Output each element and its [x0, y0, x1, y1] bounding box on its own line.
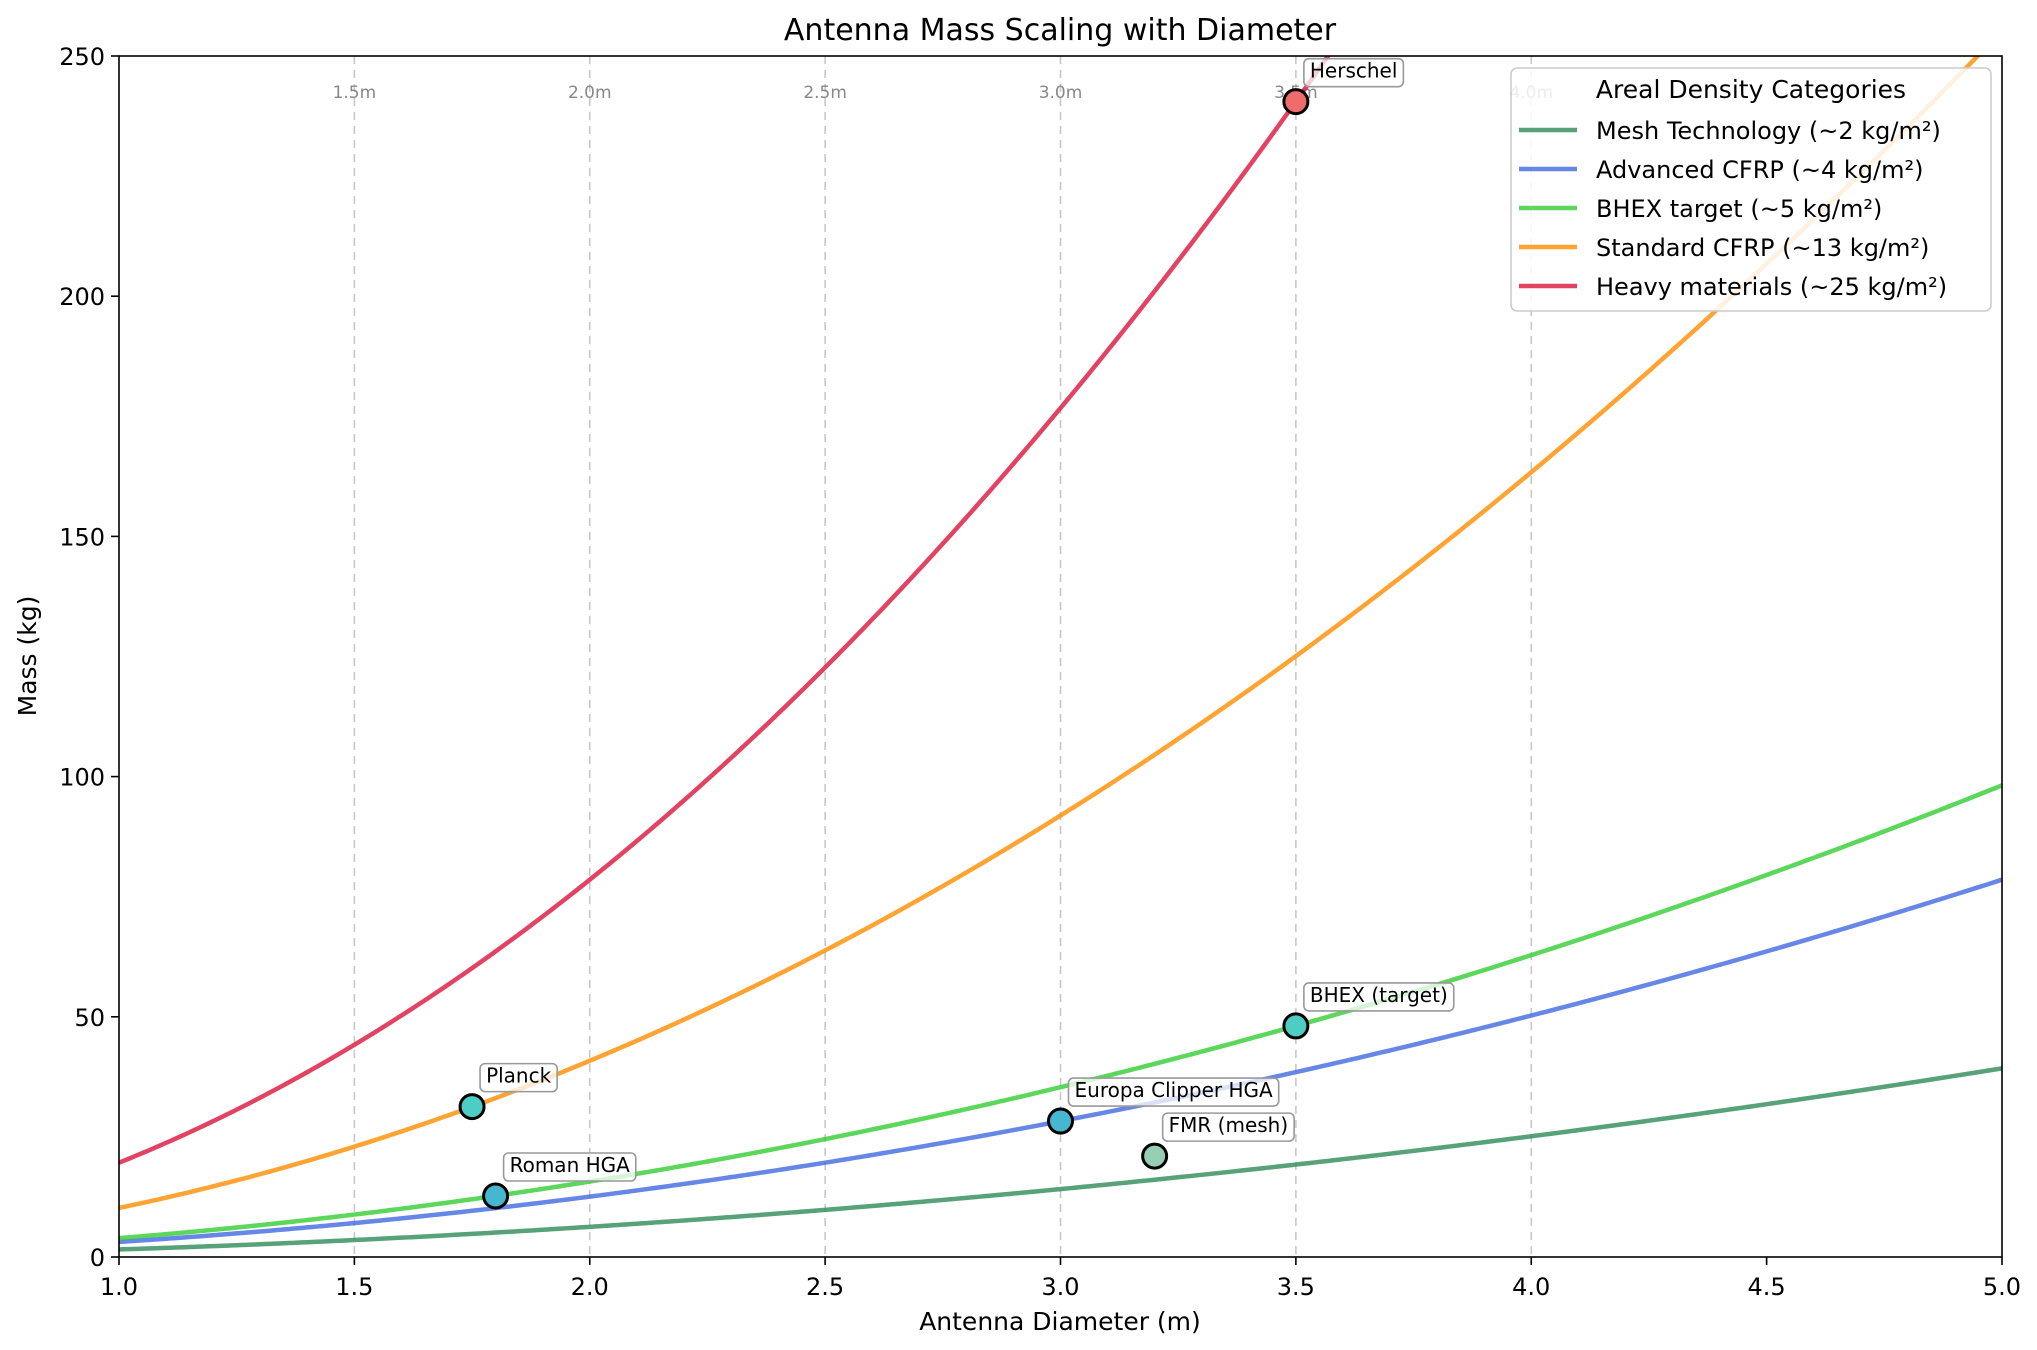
data-point: [1141, 1142, 1169, 1170]
point-label-box: [1161, 1112, 1295, 1142]
reference-line-label: 2.5m: [803, 83, 847, 103]
y-tick-label: 150: [59, 523, 105, 551]
point-label-group: Europa Clipper HGA: [1067, 1077, 1280, 1107]
point-label-group: FMR (mesh): [1161, 1112, 1295, 1142]
y-tick-label: 0: [90, 1244, 105, 1272]
chart-title: Antenna Mass Scaling with Diameter: [784, 13, 1337, 48]
data-point: [1282, 88, 1310, 116]
point-label: Herschel: [1310, 59, 1398, 83]
y-axis-label: Mass (kg): [13, 596, 42, 717]
data-point: [482, 1182, 510, 1210]
series-line: [119, 56, 1981, 1211]
x-tick-label: 4.0: [1512, 1273, 1550, 1301]
y-tick-label: 250: [59, 43, 105, 71]
data-point: [458, 1093, 486, 1121]
point-label-group: Roman HGA: [502, 1152, 637, 1182]
x-axis-label: Antenna Diameter (m): [919, 1307, 1201, 1336]
point-label-box: [1303, 982, 1455, 1012]
legend-box: [1510, 67, 1992, 312]
y-axis: 0 50 100 150 200 250: [59, 43, 119, 1272]
point-label-group: BHEX (target): [1303, 982, 1455, 1012]
series-line: [119, 1066, 2002, 1252]
point-label: Planck: [486, 1064, 552, 1088]
reference-line-label: 3.0m: [1039, 83, 1083, 103]
point-label: BHEX (target): [1310, 983, 1448, 1007]
point-label-group: Herschel: [1303, 57, 1405, 88]
y-tick-label: 100: [59, 764, 105, 792]
point-label-group: Planck: [479, 1062, 558, 1093]
point-label-box: [502, 1152, 637, 1182]
legend-entry: Standard CFRP (~13 kg/m²): [1596, 234, 1929, 262]
y-tick-label: 50: [74, 1004, 105, 1032]
legend-title: Areal Density Categories: [1596, 75, 1906, 104]
legend-entry: Mesh Technology (~2 kg/m²): [1596, 117, 1941, 145]
reference-line-label: 2.0m: [568, 83, 612, 103]
series-line: [119, 56, 1331, 1165]
legend-entry: Advanced CFRP (~4 kg/m²): [1596, 156, 1923, 184]
legend-entry: Heavy materials (~25 kg/m²): [1596, 273, 1947, 301]
data-point: [1047, 1107, 1074, 1135]
x-tick-label: 5.0: [1983, 1273, 2021, 1301]
legend-entry: BHEX target (~5 kg/m²): [1596, 195, 1882, 223]
x-tick-label: 2.5: [806, 1273, 844, 1301]
data-point: [1282, 1012, 1310, 1040]
series-line: [119, 783, 2002, 1241]
y-tick-label: 200: [59, 283, 105, 311]
point-label: FMR (mesh): [1169, 1113, 1289, 1137]
point-label-box: [1303, 57, 1405, 88]
x-tick-label: 1.5: [335, 1273, 373, 1301]
legend: Areal Density Categories Mesh Technology …: [1510, 67, 1992, 312]
point-labels: Herschel Planck Roman HGA Europa Clipper HG…: [479, 57, 1455, 1182]
point-label: Europa Clipper HGA: [1075, 1078, 1274, 1102]
reference-line-label: 1.5m: [333, 83, 377, 103]
data-points: [458, 88, 1310, 1210]
point-label: Roman HGA: [510, 1153, 631, 1177]
x-tick-label: 1.0: [100, 1273, 138, 1301]
series-lines: [119, 56, 2002, 1252]
point-label-box: [479, 1062, 558, 1093]
x-tick-label: 3.5: [1277, 1273, 1315, 1301]
point-label-box: [1067, 1077, 1280, 1107]
x-tick-label: 2.0: [571, 1273, 609, 1301]
x-tick-label: 4.5: [1748, 1273, 1786, 1301]
x-axis: 1.0 1.5 2.0 2.5 3.0 3.5 4.0 4.5 5.0: [100, 1257, 2021, 1301]
x-tick-label: 3.0: [1041, 1273, 1079, 1301]
